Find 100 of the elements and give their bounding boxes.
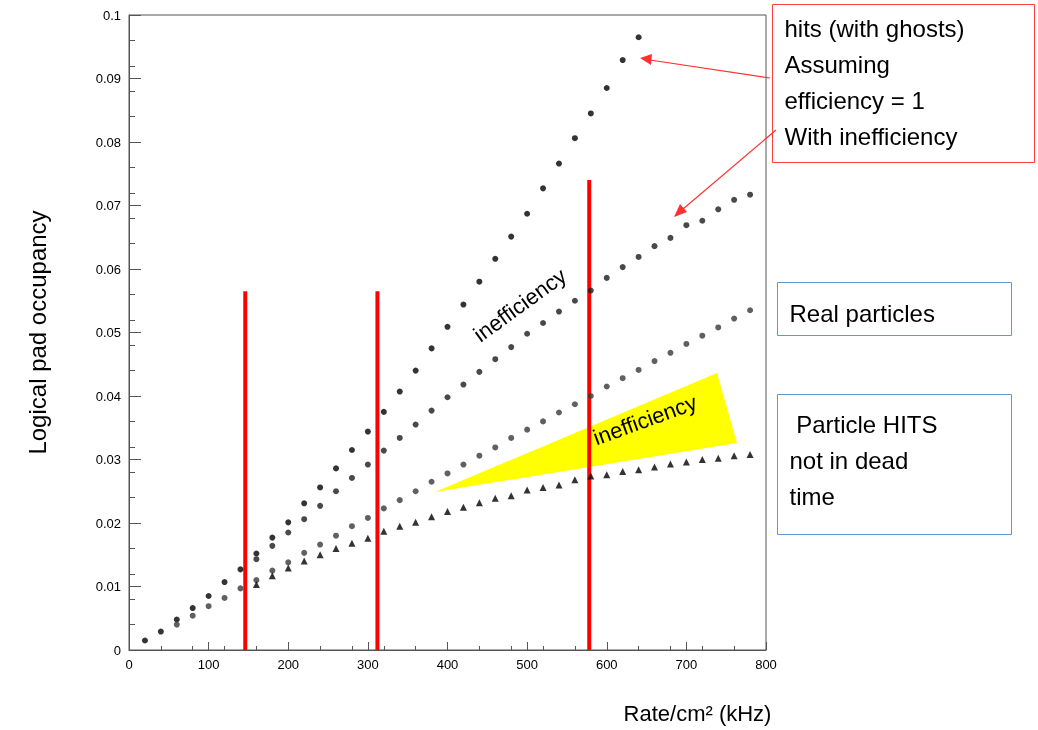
point bbox=[396, 434, 403, 441]
point bbox=[555, 160, 562, 167]
point bbox=[635, 466, 643, 474]
point bbox=[412, 421, 419, 428]
point bbox=[444, 323, 451, 330]
point bbox=[269, 567, 276, 574]
point bbox=[682, 458, 690, 466]
point bbox=[603, 85, 610, 92]
point bbox=[540, 418, 547, 425]
y-tick-label: 0 bbox=[113, 642, 121, 658]
point bbox=[380, 408, 387, 415]
point bbox=[157, 628, 164, 635]
point bbox=[555, 409, 562, 416]
text: Particle HITS not in dead time bbox=[789, 411, 938, 510]
point bbox=[587, 110, 594, 117]
point bbox=[635, 366, 642, 373]
point bbox=[683, 340, 690, 347]
point bbox=[285, 529, 292, 536]
point bbox=[444, 394, 451, 401]
point bbox=[301, 516, 308, 523]
point bbox=[571, 297, 578, 304]
point bbox=[746, 450, 754, 458]
point bbox=[444, 508, 451, 516]
point bbox=[364, 461, 371, 468]
point bbox=[731, 196, 738, 203]
point bbox=[141, 637, 148, 644]
x-tick-label: 700 bbox=[675, 657, 698, 672]
point bbox=[189, 605, 196, 612]
point bbox=[348, 446, 355, 453]
point bbox=[731, 315, 738, 322]
point bbox=[317, 502, 324, 509]
point bbox=[555, 481, 563, 489]
point bbox=[747, 307, 754, 314]
point bbox=[300, 557, 308, 565]
point bbox=[619, 468, 627, 476]
x-tick-label: 200 bbox=[277, 657, 300, 672]
point bbox=[348, 474, 355, 481]
point bbox=[317, 484, 324, 491]
point bbox=[333, 532, 340, 539]
point bbox=[619, 264, 626, 271]
point bbox=[619, 57, 626, 64]
point bbox=[571, 401, 578, 408]
point bbox=[698, 456, 706, 463]
point bbox=[221, 579, 228, 586]
point bbox=[476, 368, 483, 375]
point bbox=[237, 585, 244, 592]
point bbox=[603, 383, 610, 390]
point bbox=[396, 497, 403, 504]
point bbox=[524, 426, 531, 433]
point bbox=[699, 332, 706, 339]
point bbox=[412, 367, 419, 374]
point bbox=[332, 544, 340, 552]
point bbox=[364, 514, 371, 521]
x-tick-label: 100 bbox=[197, 657, 220, 672]
x-tick-label: 800 bbox=[755, 657, 777, 672]
point bbox=[205, 603, 212, 610]
point bbox=[730, 452, 738, 460]
point bbox=[316, 551, 324, 559]
point bbox=[396, 522, 404, 530]
point bbox=[651, 463, 659, 471]
point bbox=[587, 287, 594, 294]
point bbox=[508, 434, 515, 441]
point bbox=[428, 513, 436, 521]
point bbox=[412, 488, 419, 495]
point bbox=[173, 621, 180, 628]
point bbox=[412, 518, 420, 526]
y-tick-label: 0.04 bbox=[95, 388, 121, 404]
point bbox=[715, 206, 722, 213]
point bbox=[333, 465, 340, 472]
point bbox=[539, 483, 547, 491]
point bbox=[301, 500, 308, 507]
point bbox=[651, 243, 658, 250]
y-tick-label: 0.08 bbox=[95, 134, 121, 150]
point bbox=[253, 550, 260, 557]
point bbox=[635, 34, 642, 41]
point bbox=[667, 234, 674, 241]
point bbox=[284, 564, 292, 572]
point bbox=[491, 494, 499, 502]
y-tick-label: 0.06 bbox=[95, 261, 121, 277]
point bbox=[587, 393, 594, 399]
y-tick-label: 0.02 bbox=[95, 515, 121, 531]
point bbox=[269, 542, 276, 549]
y-tick-label: 0.07 bbox=[95, 198, 121, 213]
y-tick-label: 0.01 bbox=[95, 579, 121, 594]
y-tick-label: 0.1 bbox=[102, 7, 121, 23]
point bbox=[492, 255, 499, 262]
point bbox=[189, 612, 196, 619]
x-tick-label: 400 bbox=[436, 657, 459, 672]
text: hits (with ghosts) Assuming efficiency = 1 With inefficiency bbox=[784, 15, 965, 150]
point bbox=[508, 233, 515, 240]
point bbox=[285, 559, 292, 566]
point bbox=[571, 135, 578, 142]
point bbox=[364, 428, 371, 435]
point bbox=[348, 539, 356, 547]
point bbox=[380, 505, 387, 512]
x-tick-label: 500 bbox=[516, 657, 538, 672]
point bbox=[301, 549, 308, 556]
point bbox=[364, 534, 372, 542]
point bbox=[683, 222, 690, 229]
point bbox=[428, 407, 435, 414]
